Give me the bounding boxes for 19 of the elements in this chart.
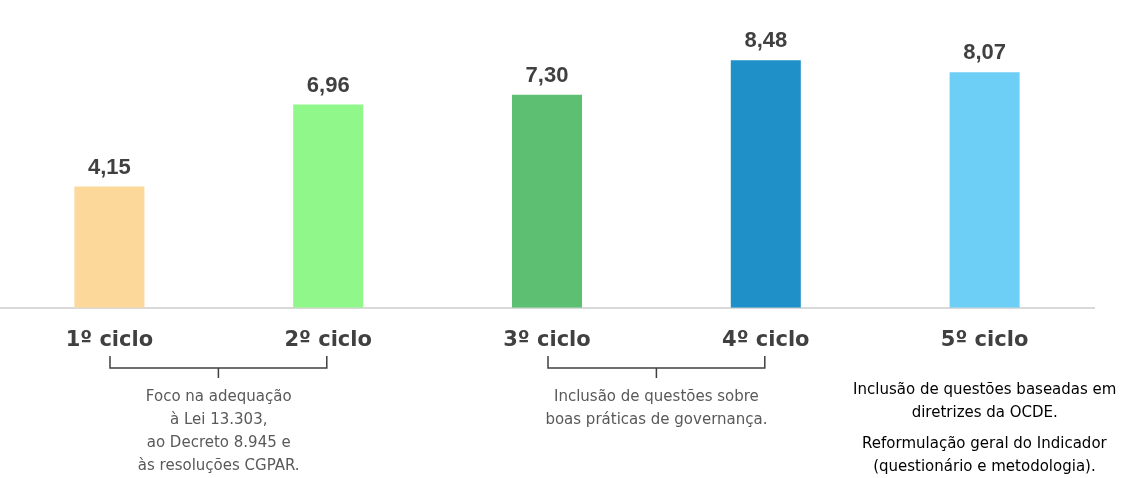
text: Foco na adequação à Lei 13.303, ao Decreto 8.945 e às resoluções CGPAR.: [137, 386, 300, 476]
bar: [511, 94, 583, 308]
x-tick-label: 2º ciclo: [284, 326, 372, 351]
bar: [949, 72, 1020, 308]
bar: [293, 104, 364, 308]
x-tick-label: 4º ciclo: [722, 326, 810, 351]
data-label: 8,07: [963, 39, 1007, 65]
text: Inclusão de questões sobre boas práticas de governança.: [545, 386, 768, 430]
text: Reformulação geral do Indicador (questionário e metodologia).: [862, 433, 1107, 477]
x-tick-label: 3º ciclo: [503, 326, 591, 351]
text: Inclusão de questões baseadas em diretrizes da OCDE.: [853, 379, 1117, 423]
data-label: 7,30: [525, 61, 569, 87]
data-label: 4,15: [87, 153, 131, 179]
bar: [74, 186, 145, 308]
data-label: 6,96: [306, 71, 350, 97]
x-tick-label: 1º ciclo: [65, 326, 154, 351]
x-tick-label: 5º ciclo: [940, 326, 1029, 351]
data-label: 8,48: [744, 27, 788, 53]
bar: [730, 60, 801, 308]
